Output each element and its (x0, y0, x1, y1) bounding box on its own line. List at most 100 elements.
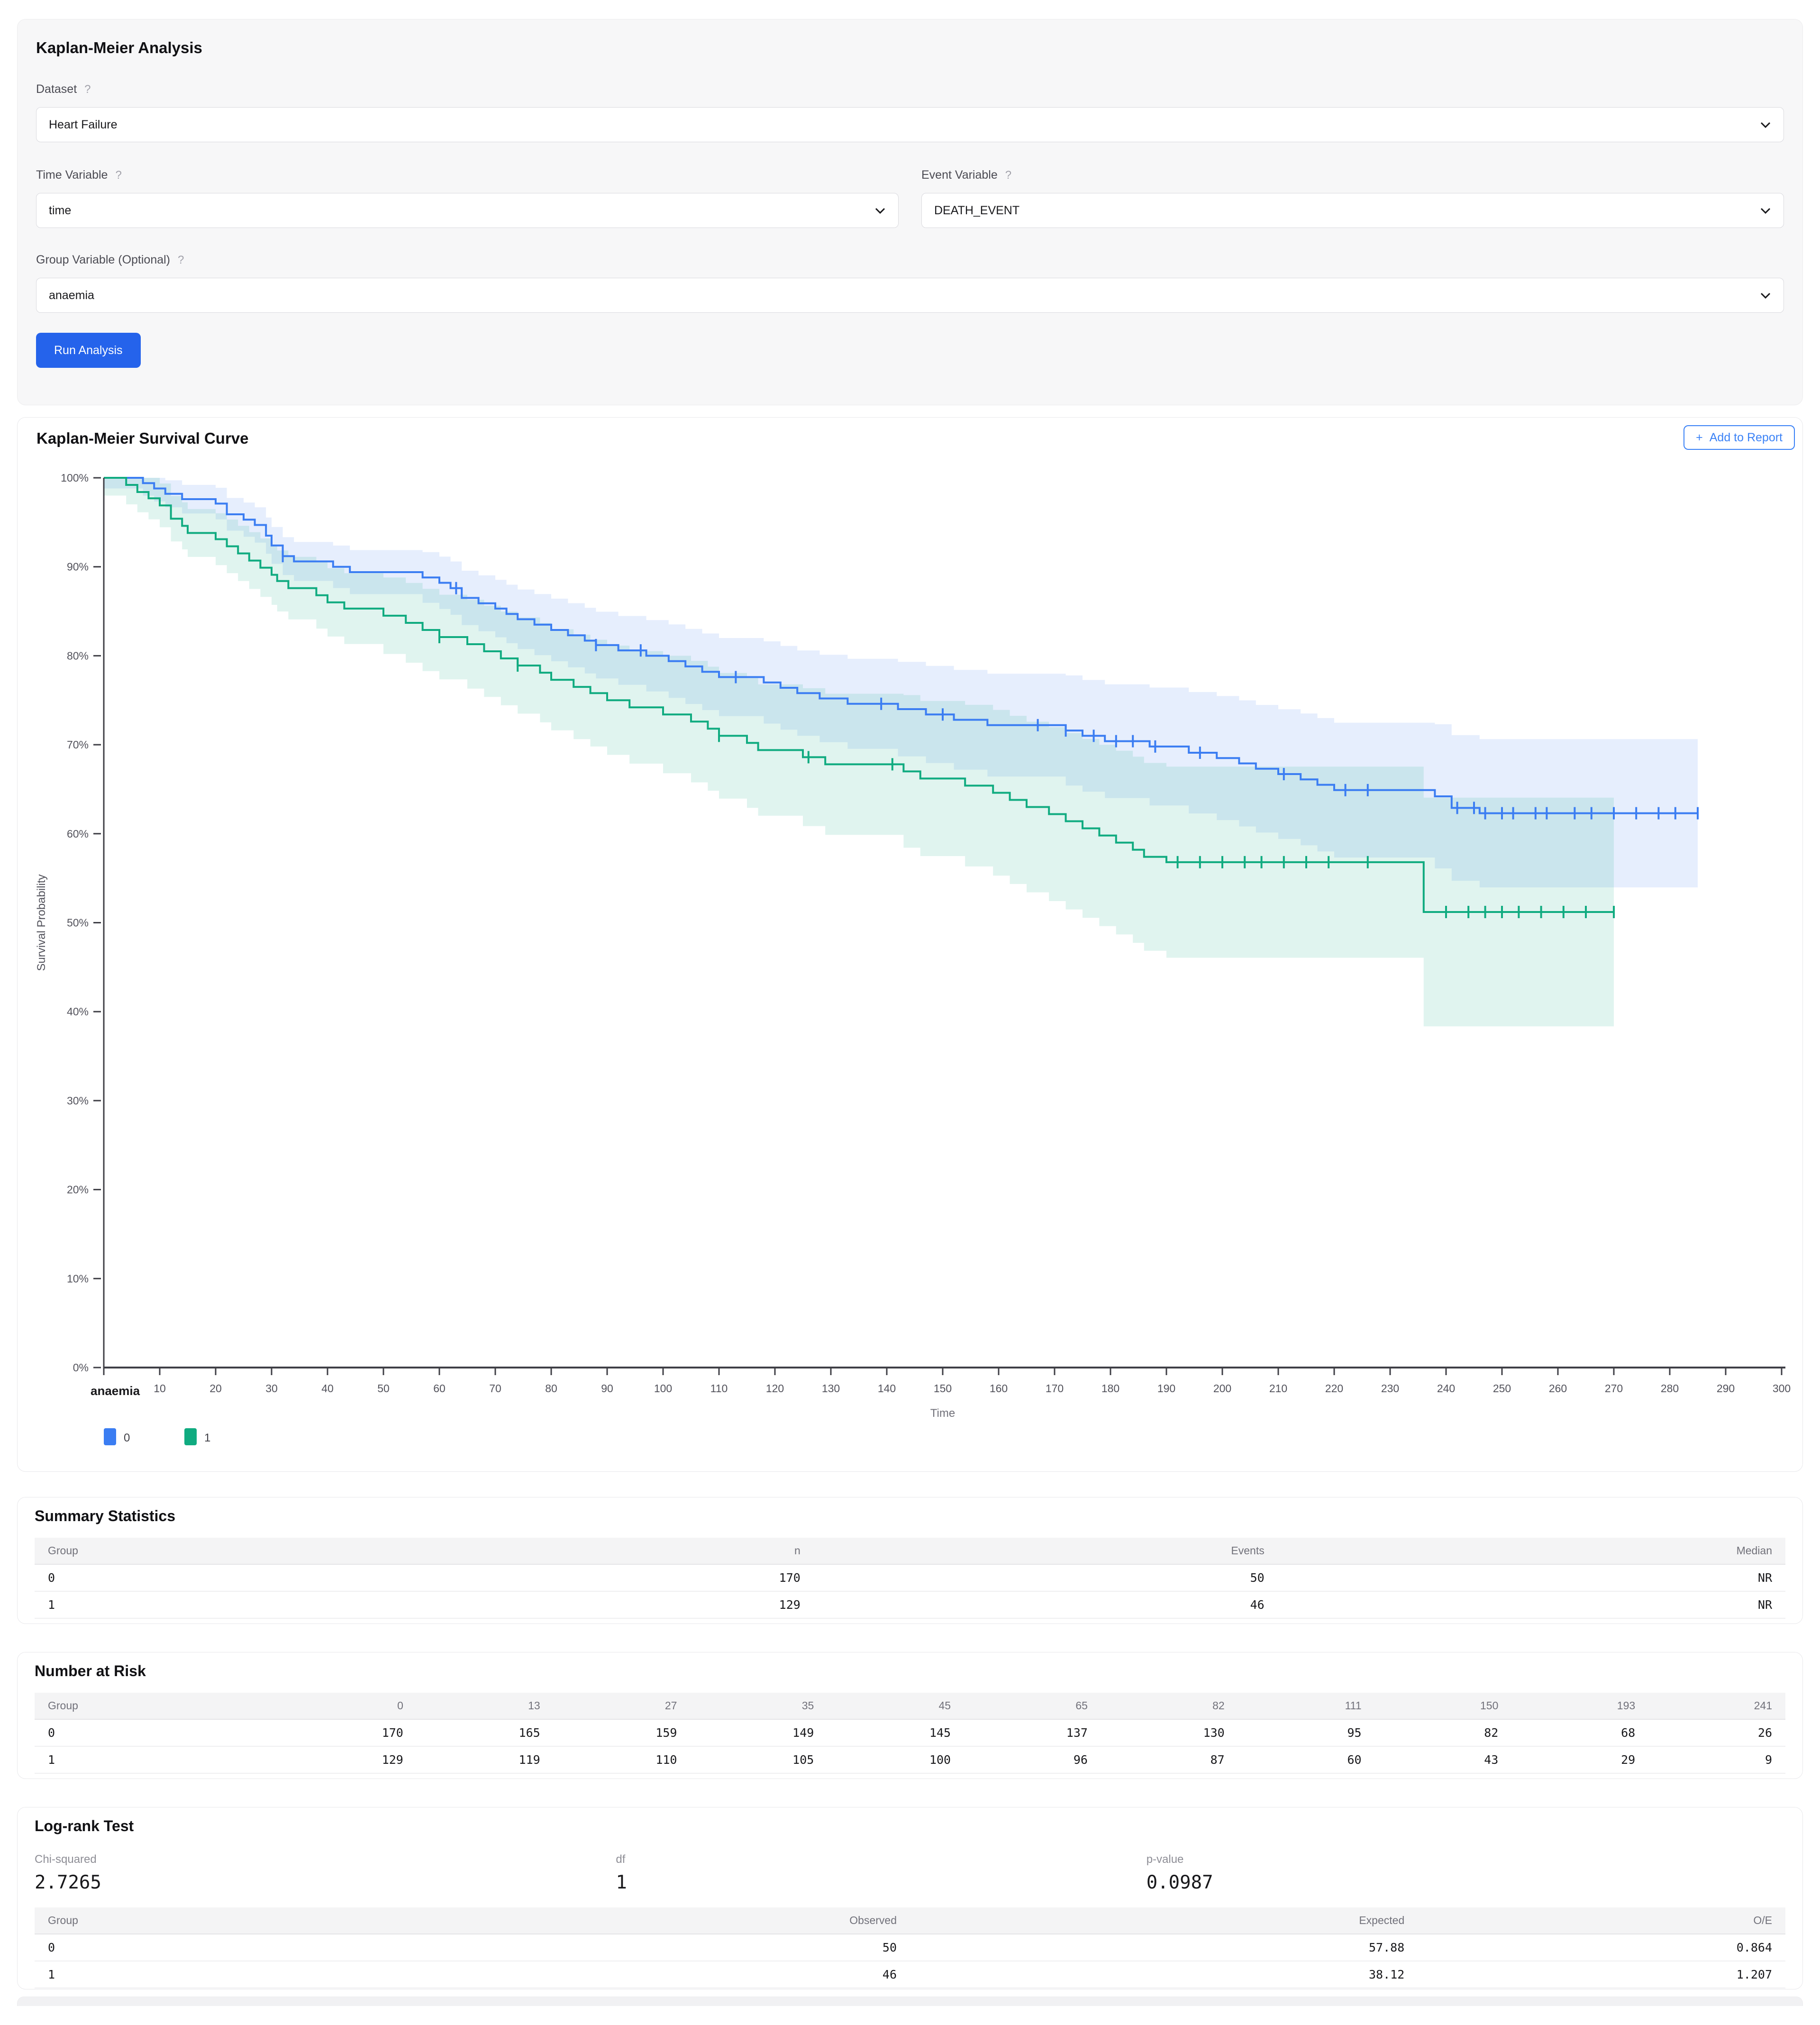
add-to-report-button[interactable]: + Add to Report (1684, 425, 1795, 450)
cell: 57.88 (910, 1934, 1418, 1961)
cell: 1 (35, 1591, 332, 1619)
x-tick-label: 50 (377, 1382, 390, 1395)
cell: 130 (1101, 1719, 1238, 1747)
table-row: 0 170 50 NR (35, 1564, 1785, 1592)
cell: 29 (1511, 1746, 1649, 1774)
dataset-help-icon[interactable]: ? (84, 83, 91, 96)
legend-swatch-1[interactable] (184, 1428, 197, 1445)
x-tick-label: 30 (265, 1382, 278, 1395)
cell: 46 (472, 1961, 910, 1989)
summary-statistics-title: Summary Statistics (35, 1507, 176, 1524)
x-tick-label: 190 (1157, 1382, 1175, 1395)
survival-curve-card: Kaplan-Meier Survival Curve + Add to Rep… (17, 417, 1803, 1472)
p-value-stat: p-value 0.0987 (1146, 1853, 1213, 1893)
cell: 0.864 (1418, 1934, 1785, 1961)
cell: 43 (1374, 1746, 1512, 1774)
x-tick-label: 130 (822, 1382, 840, 1395)
cell: 50 (813, 1564, 1278, 1592)
df-stat: df 1 (616, 1853, 627, 1893)
ci-band-1 (104, 478, 1614, 1040)
x-tick-label: 110 (710, 1382, 728, 1395)
table-row: 1 129 119 110 105 100 96 87 60 43 29 9 (35, 1746, 1785, 1774)
event-variable-select[interactable]: DEATH_EVENT (921, 193, 1784, 228)
x-tick-label: 260 (1549, 1382, 1567, 1395)
cell: 1 (35, 1961, 473, 1989)
ci-band-0 (104, 478, 1698, 898)
event-variable-label: Event Variable? (921, 168, 1012, 182)
time-variable-help-icon[interactable]: ? (115, 169, 122, 182)
cell: 100 (827, 1746, 965, 1774)
cell: 0 (35, 1934, 473, 1961)
log-rank-stats: Chi-squared 2.7265 df 1 p-value 0.0987 (35, 1853, 1785, 1893)
x-tick-label: 90 (601, 1382, 613, 1395)
col-header-35: 35 (690, 1693, 828, 1720)
x-tick-label: 20 (209, 1382, 222, 1395)
col-header-27: 27 (553, 1693, 691, 1720)
x-tick-label: 60 (433, 1382, 446, 1395)
next-card-peek (17, 1997, 1803, 2006)
survival-curve-1 (104, 477, 1614, 913)
analysis-form-card: Kaplan-Meier Analysis Dataset? Heart Fai… (17, 19, 1803, 405)
cell: 87 (1101, 1746, 1238, 1774)
table-row: 0 170 165 159 149 145 137 130 95 82 68 26 (35, 1719, 1785, 1747)
x-tick-label: 280 (1661, 1382, 1679, 1395)
y-axis-label: Survival Probability (35, 874, 48, 971)
x-tick-label: 160 (990, 1382, 1008, 1395)
legend-label-0[interactable]: 0 (124, 1432, 130, 1444)
col-header-group: Group (35, 1693, 280, 1720)
x-tick-label: 170 (1046, 1382, 1064, 1395)
dataset-select[interactable]: Heart Failure (36, 107, 1784, 142)
x-tick-label: 120 (766, 1382, 784, 1395)
x-tick-label: 40 (321, 1382, 334, 1395)
cell: 119 (416, 1746, 554, 1774)
cell: 38.12 (910, 1961, 1418, 1989)
col-header-65: 65 (964, 1693, 1101, 1720)
col-header-group: Group (35, 1538, 332, 1565)
cell: 0 (35, 1564, 332, 1592)
col-header-193: 193 (1511, 1693, 1649, 1720)
x-tick-label: 100 (654, 1382, 672, 1395)
legend-label-1[interactable]: 1 (204, 1432, 210, 1444)
log-rank-title: Log-rank Test (35, 1817, 134, 1834)
x-tick-label: 250 (1493, 1382, 1511, 1395)
cell: 110 (553, 1746, 691, 1774)
col-header-241: 241 (1648, 1693, 1785, 1720)
km-chart-canvas[interactable]: 0%10%20%30%40%50%60%70%80%90%100%10 20 30 4… (18, 418, 1803, 1472)
time-variable-select[interactable]: time (36, 193, 899, 228)
cell: 149 (690, 1719, 828, 1747)
y-tick-label: 90% (67, 561, 89, 573)
col-header-45: 45 (827, 1693, 965, 1720)
group-variable-help-icon[interactable]: ? (178, 254, 184, 266)
cell: 129 (332, 1591, 814, 1619)
col-header-13: 13 (416, 1693, 554, 1720)
number-at-risk-title: Number at Risk (35, 1662, 146, 1679)
cell: 137 (964, 1719, 1101, 1747)
run-analysis-button[interactable]: Run Analysis (36, 333, 141, 368)
x-tick-label: 210 (1269, 1382, 1287, 1395)
cell: NR (1277, 1591, 1785, 1619)
page-title: Kaplan-Meier Analysis (36, 39, 202, 56)
cell: 96 (964, 1746, 1101, 1774)
x-tick-label: 180 (1101, 1382, 1119, 1395)
y-tick-label: 20% (67, 1184, 89, 1196)
legend-swatch-0[interactable] (104, 1428, 116, 1445)
x-tick-label: 150 (934, 1382, 952, 1395)
y-tick-label: 80% (67, 649, 89, 662)
group-variable-select[interactable]: anaemia (36, 278, 1784, 313)
time-variable-label: Time Variable? (36, 168, 122, 182)
col-header-n: n (332, 1538, 814, 1565)
table-row: 0 50 57.88 0.864 (35, 1934, 1785, 1961)
number-at-risk-card: Number at Risk Group 0 13 27 35 45 65 82 111 150 1… (17, 1652, 1803, 1779)
col-header-82: 82 (1101, 1693, 1238, 1720)
x-tick-label: 140 (878, 1382, 896, 1395)
x-tick-label: 240 (1437, 1382, 1455, 1395)
col-header-111: 111 (1238, 1693, 1375, 1720)
cell: 50 (472, 1934, 910, 1961)
x-tick-label: 230 (1381, 1382, 1399, 1395)
x-tick-label: 220 (1325, 1382, 1343, 1395)
cell: 159 (553, 1719, 691, 1747)
cell: 95 (1238, 1719, 1375, 1747)
event-variable-help-icon[interactable]: ? (1005, 169, 1012, 182)
col-header-median: Median (1277, 1538, 1785, 1565)
cell: 170 (280, 1719, 417, 1747)
